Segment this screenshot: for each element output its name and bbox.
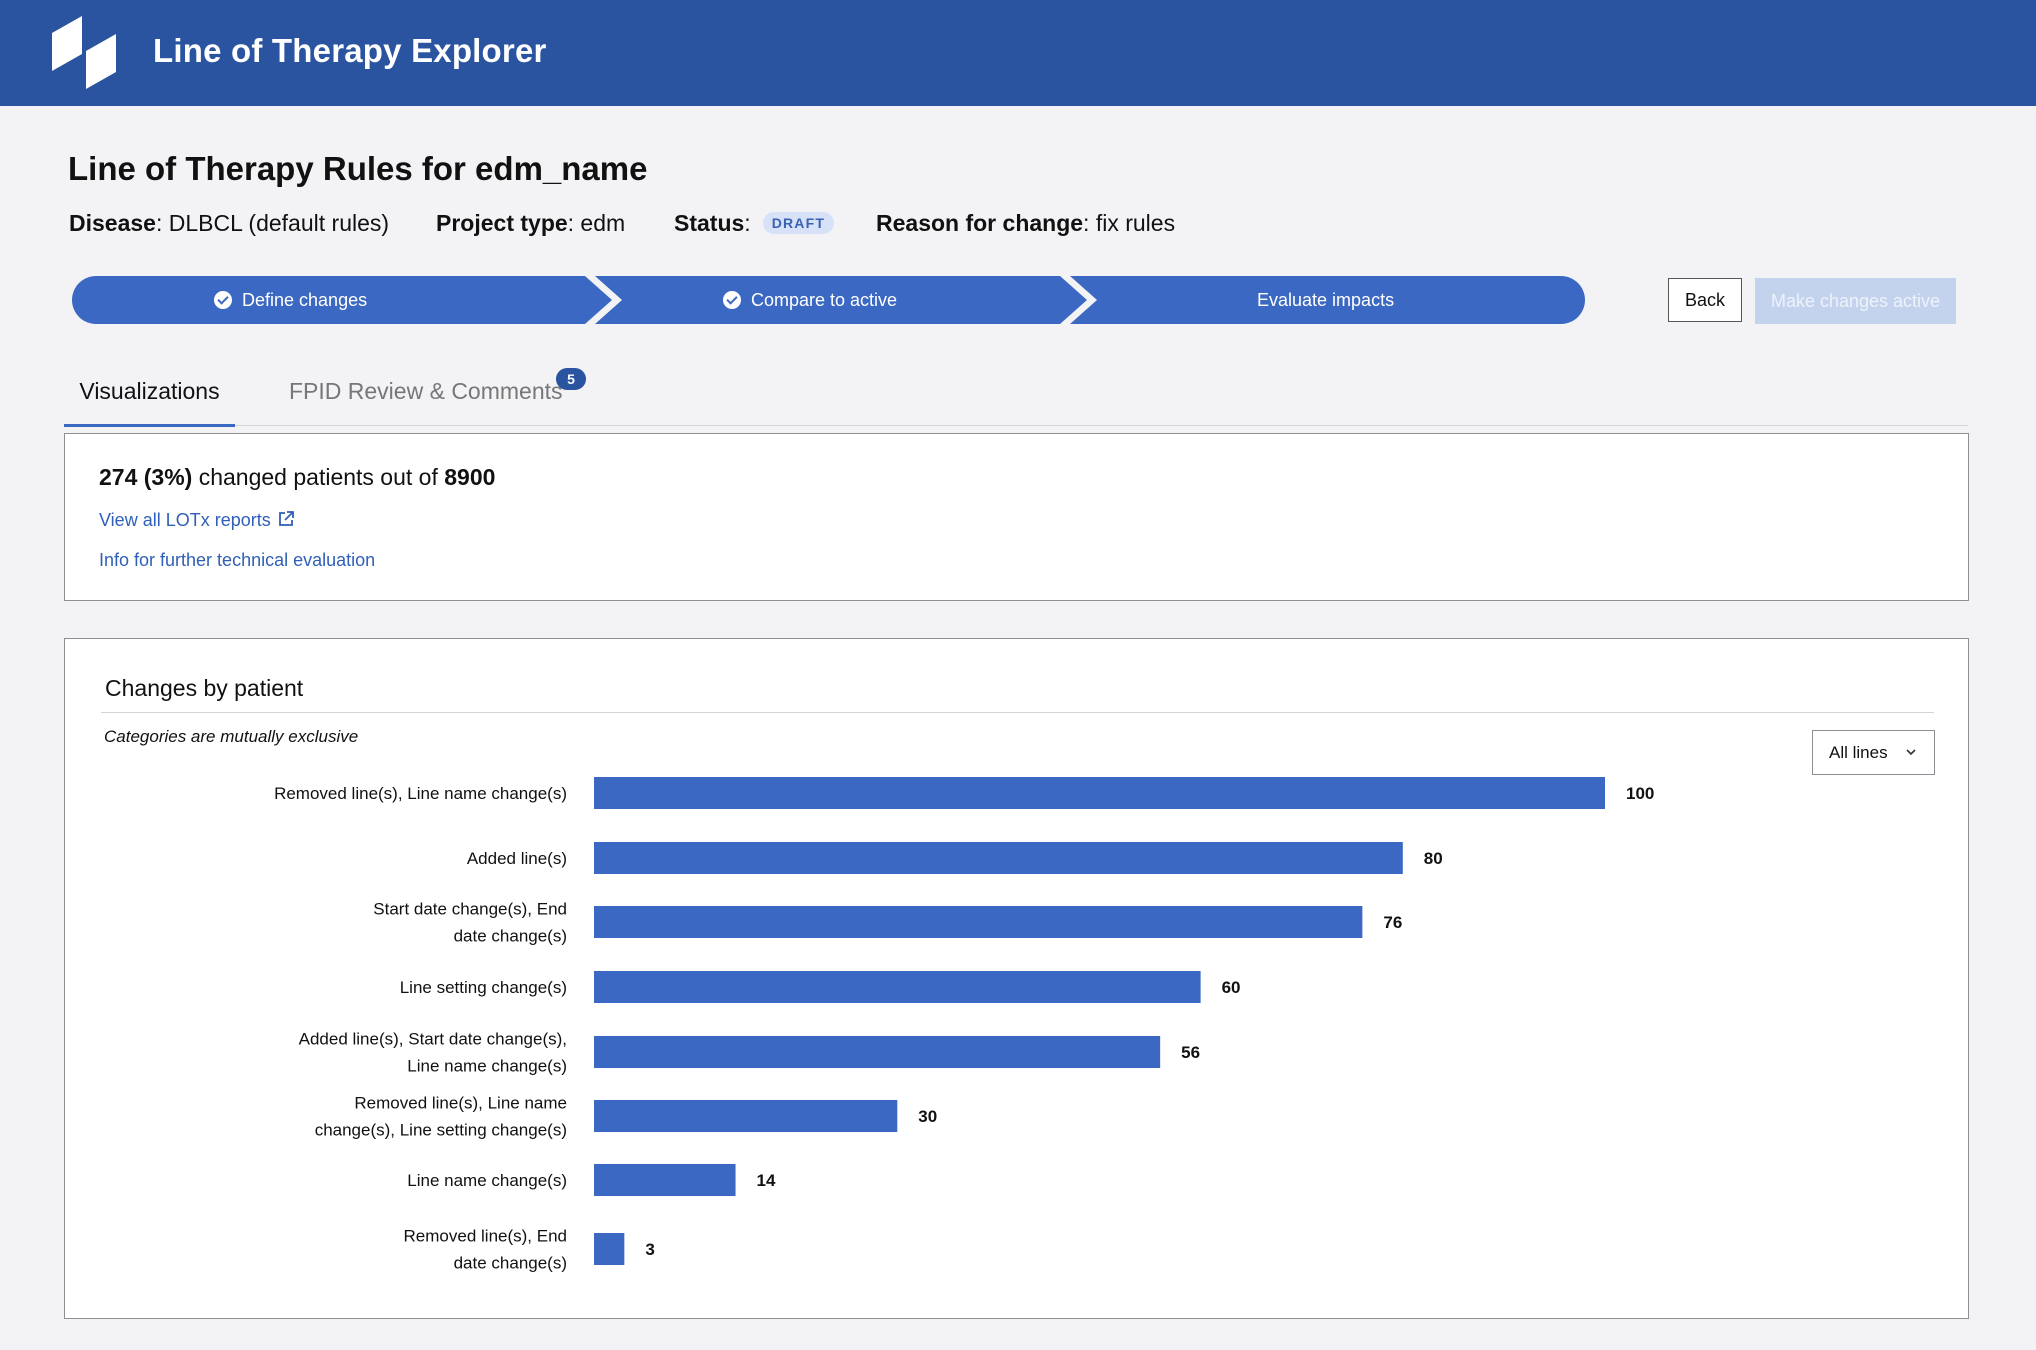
bar[interactable] [594, 842, 1403, 874]
status-label: Status [674, 210, 745, 236]
bar-value-label: 100 [1626, 784, 1654, 803]
project-type-meta: Project type: edm [436, 210, 625, 237]
status-value: : [744, 210, 751, 236]
step-evaluate-impacts[interactable]: Evaluate impacts [1257, 276, 1394, 324]
bar-value-label: 60 [1222, 978, 1241, 997]
line-filter-dropdown[interactable]: All lines [1812, 730, 1935, 775]
category-label: Added line(s), Start date change(s), Line… [299, 1030, 567, 1076]
disease-meta: Disease: DLBCL (default rules) [69, 210, 389, 237]
category-label-line: date change(s) [454, 1254, 567, 1273]
external-link-icon [278, 511, 294, 526]
app-title: Line of Therapy Explorer [153, 32, 547, 69]
category-label: Removed line(s), Line name change(s), Lin… [315, 1094, 567, 1140]
category-label: Added line(s) [467, 849, 567, 868]
view-all-lotx-reports-link[interactable]: View all LOTx reports [99, 510, 295, 531]
category-label-line: change(s), Line setting change(s) [315, 1121, 567, 1140]
category-label-line: Removed line(s), End [404, 1227, 567, 1246]
page-title: Line of Therapy Rules for edm_name [68, 150, 648, 187]
bar[interactable] [594, 1036, 1161, 1068]
summary-card: 274 (3%) changed patients out of 8900 Vi… [64, 433, 1969, 601]
category-label: Line setting change(s) [400, 978, 567, 997]
bar[interactable] [594, 1100, 898, 1132]
status-badge: DRAFT [762, 212, 835, 234]
category-label-line: Line setting change(s) [400, 978, 567, 997]
bar-value-label: 56 [1181, 1043, 1200, 1062]
category-label-line: Removed line(s), Line name change(s) [274, 784, 567, 803]
chart-subtitle: Categories are mutually exclusive [104, 727, 359, 746]
status-meta: Status: DRAFT [674, 210, 835, 237]
step-3-shape [1070, 276, 1585, 324]
category-label: Line name change(s) [407, 1171, 567, 1190]
project-type-label: Project type [436, 210, 568, 236]
total-count: 8900 [444, 464, 496, 490]
app-header: Line of Therapy Explorer [0, 0, 2036, 106]
check-circle-icon [214, 291, 232, 309]
bar-value-label: 3 [645, 1240, 654, 1259]
project-type-value: : edm [567, 210, 626, 236]
technical-evaluation-link[interactable]: Info for further technical evaluation [99, 550, 376, 570]
bar[interactable] [594, 1233, 625, 1265]
bar-value-label: 80 [1424, 849, 1443, 868]
make-changes-active-button[interactable]: Make changes active [1755, 278, 1956, 324]
step-2-shape [595, 276, 1087, 324]
category-label-line: Removed line(s), Line name [354, 1094, 567, 1113]
tab-bar: Visualizations FPID Review & Comments 5 [64, 360, 1968, 427]
link-label: View all LOTx reports [99, 510, 271, 530]
chart-title-divider [101, 712, 1934, 713]
changed-patients-summary: 274 (3%) changed patients out of 8900 [99, 464, 495, 491]
bar[interactable] [594, 971, 1201, 1003]
bar[interactable] [594, 906, 1363, 938]
comments-count-badge: 5 [556, 368, 586, 390]
step-1-shape [72, 276, 612, 324]
dropdown-value: All lines [1829, 743, 1888, 762]
summary-middle-text: changed patients out of [192, 464, 445, 490]
disease-label: Disease [69, 210, 156, 236]
category-label: Removed line(s), Line name change(s) [274, 784, 567, 803]
category-label: Start date change(s), End date change(s) [373, 900, 567, 946]
stepper-track [72, 276, 1585, 324]
reason-label: Reason for change [876, 210, 1084, 236]
bar[interactable] [594, 777, 1605, 809]
category-label-line: Added line(s) [467, 849, 567, 868]
step-compare-to-active[interactable]: Compare to active [723, 276, 897, 324]
category-label: Removed line(s), End date change(s) [404, 1227, 567, 1273]
tab-divider [64, 425, 1968, 426]
chart-title: Changes by patient [105, 675, 304, 701]
chevron-down-icon [1906, 749, 1916, 756]
bar-value-label: 76 [1383, 913, 1402, 932]
category-label-line: Added line(s), Start date change(s), [299, 1030, 567, 1049]
category-label-line: Line name change(s) [407, 1171, 567, 1190]
changes-by-patient-card: Changes by patient Categories are mutual… [64, 638, 1969, 1319]
reason-meta: Reason for change: fix rules [876, 210, 1175, 237]
bar-value-label: 30 [918, 1107, 937, 1126]
app-logo-icon[interactable] [52, 16, 116, 89]
category-label-line: Start date change(s), End [373, 900, 567, 919]
tab-visualizations[interactable]: Visualizations [64, 360, 235, 427]
back-button[interactable]: Back [1668, 278, 1742, 322]
step-label: Compare to active [751, 290, 898, 310]
changes-bar-chart: 100 Removed line(s), Line name change(s) 8… [274, 777, 1654, 1273]
progress-stepper: Define changes Compare to active Evaluat… [72, 276, 1585, 324]
bar[interactable] [594, 1164, 736, 1196]
step-label: Evaluate impacts [1257, 290, 1395, 310]
step-define-changes[interactable]: Define changes [214, 276, 367, 324]
category-label-line: Line name change(s) [407, 1057, 567, 1076]
step-label: Define changes [242, 290, 368, 310]
category-label-line: date change(s) [454, 927, 567, 946]
check-circle-icon [723, 291, 741, 309]
bar-value-label: 14 [757, 1171, 776, 1190]
reason-value: : fix rules [1083, 210, 1176, 236]
disease-value: : DLBCL (default rules) [155, 210, 390, 236]
changed-count: 274 (3%) [99, 464, 193, 490]
tab-fpid-review-comments[interactable]: FPID Review & Comments [289, 378, 563, 404]
